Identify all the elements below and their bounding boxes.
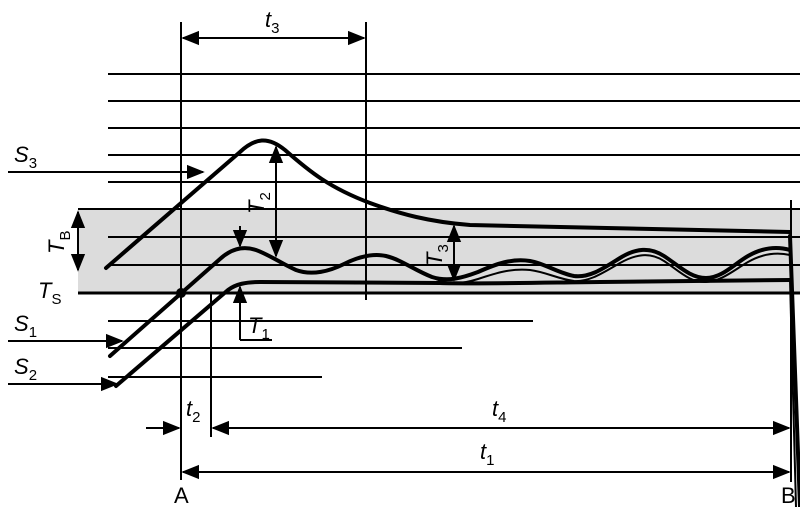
label-t2-cap: T2: [244, 192, 274, 214]
label-t2: t2: [186, 396, 200, 426]
curve-s3: [104, 138, 792, 270]
label-t1-cap: T1: [248, 313, 270, 343]
label-t3-cap: T3: [422, 244, 452, 266]
label-s3: S3: [14, 142, 37, 172]
label-ts: TS: [38, 278, 61, 308]
label-a: A: [174, 483, 189, 507]
label-t3: t3: [265, 7, 279, 37]
curve-s1: [108, 246, 792, 358]
label-t1: t1: [480, 439, 494, 469]
label-b: B: [781, 483, 796, 507]
curve-end-drop-2: [789, 279, 797, 507]
curve-end-drop: [788, 234, 800, 507]
label-t4: t4: [492, 396, 506, 426]
label-tb: TB: [44, 231, 74, 254]
label-s2: S2: [14, 354, 37, 384]
start-point: [176, 288, 186, 298]
curve-s2: [114, 278, 792, 388]
reference-lines: [78, 73, 800, 378]
curve-s1-lower-wave: [431, 252, 791, 285]
label-s1: S1: [14, 311, 37, 341]
